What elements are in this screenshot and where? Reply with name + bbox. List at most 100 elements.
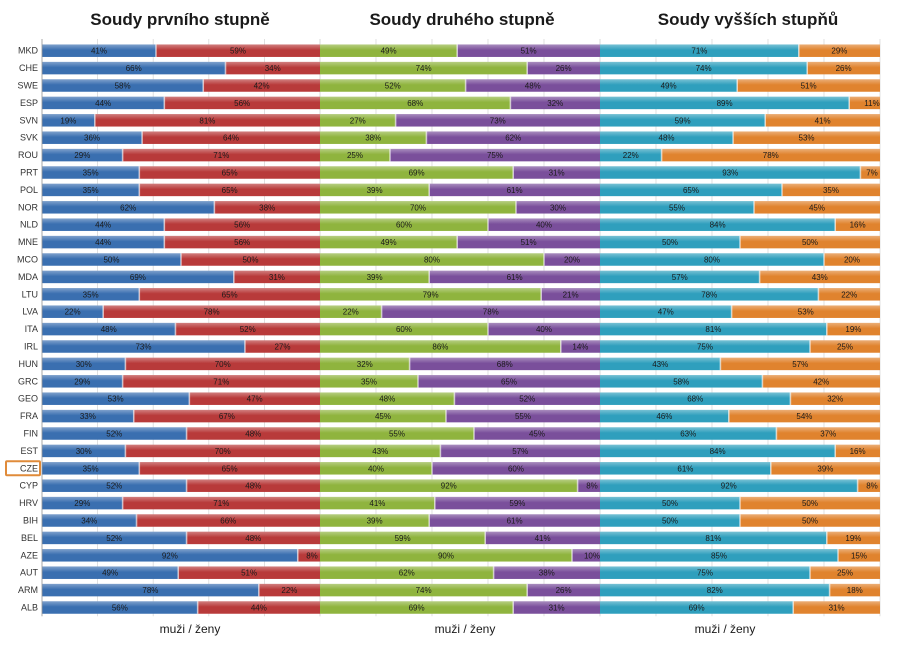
data-label-women: 44% <box>251 604 267 613</box>
data-label-men: 92% <box>162 551 178 560</box>
data-label-men: 60% <box>396 325 412 334</box>
data-label-women: 78% <box>483 308 499 317</box>
data-label-men: 70% <box>410 203 426 212</box>
bar-women <box>122 496 321 510</box>
bar-separator <box>739 496 741 510</box>
bar-separator <box>576 479 579 492</box>
bar-separator <box>417 375 419 388</box>
plot-area: MKD 41% 59% 49% 51% 71% 29% CHE 66% 34% 74% 26% 74% 2… <box>5 39 881 617</box>
bar-men <box>320 357 410 371</box>
bar-men <box>600 218 836 231</box>
category-label: SVN <box>19 115 38 125</box>
data-label-women: 31% <box>549 169 565 178</box>
bar-women <box>740 496 880 510</box>
data-label-women: 22% <box>281 586 297 595</box>
bar-separator <box>121 375 124 388</box>
data-label-women: 14% <box>572 343 588 352</box>
data-label-men: 30% <box>76 447 92 456</box>
bar-men <box>600 253 824 266</box>
category-label: LVA <box>22 307 38 317</box>
data-label-men: 32% <box>357 360 373 369</box>
bar-women <box>516 201 600 214</box>
data-label-men: 27% <box>350 116 366 125</box>
data-label-men: 92% <box>441 482 457 491</box>
bar-women <box>457 235 600 249</box>
bar-separator <box>484 531 486 545</box>
bar-women <box>485 531 600 545</box>
bar-separator <box>464 79 467 92</box>
bar-separator <box>809 340 811 353</box>
bar-men <box>320 201 516 214</box>
bar-women <box>798 44 880 57</box>
bar-men <box>600 531 827 545</box>
bar-men <box>320 166 514 179</box>
bar-women <box>181 253 320 266</box>
bar-men <box>600 148 662 162</box>
category-label: ESP <box>20 98 38 108</box>
data-label-women: 48% <box>525 82 541 91</box>
bar-women <box>829 583 880 597</box>
bar-separator <box>736 79 738 92</box>
bar-separator <box>428 183 430 197</box>
data-label-men: 44% <box>95 221 111 230</box>
bar-men <box>42 44 156 57</box>
bar-men <box>600 409 729 423</box>
data-label-men: 62% <box>399 569 415 578</box>
bar-women <box>807 61 880 75</box>
bar-separator <box>512 601 514 614</box>
data-label-men: 80% <box>704 256 720 265</box>
bar-women <box>740 235 880 249</box>
bar-women <box>661 148 880 162</box>
data-label-women: 62% <box>505 134 521 143</box>
data-label-women: 56% <box>234 221 250 230</box>
category-label: NOR <box>18 202 39 212</box>
bar-separator <box>185 479 188 492</box>
panel-title-first-instance: Soudy prvního stupně <box>90 10 269 29</box>
data-label-women: 48% <box>245 534 261 543</box>
data-label-men: 43% <box>372 447 388 456</box>
highlight-box <box>5 460 41 477</box>
data-label-women: 65% <box>222 169 238 178</box>
data-label-women: 27% <box>274 343 290 352</box>
category-label: MKD <box>18 46 39 56</box>
bar-women <box>465 79 600 92</box>
bar-men <box>320 496 435 510</box>
bar-separator <box>163 218 166 231</box>
bar-separator <box>244 340 246 353</box>
bar-women <box>770 462 880 475</box>
data-label-women: 15% <box>851 551 867 560</box>
data-label-men: 71% <box>691 47 707 56</box>
data-label-men: 84% <box>710 221 726 230</box>
data-label-men: 58% <box>673 377 689 386</box>
bar-women <box>474 427 600 440</box>
bar-women <box>731 305 880 318</box>
bar-men <box>320 305 382 318</box>
data-label-men: 46% <box>656 412 672 421</box>
category-label: AUT <box>20 568 39 578</box>
data-label-women: 61% <box>507 186 523 195</box>
bar-separator <box>848 96 850 110</box>
bar-women <box>418 375 600 388</box>
data-label-women: 71% <box>213 151 229 160</box>
bar-women <box>759 270 880 284</box>
data-label-men: 50% <box>662 517 678 526</box>
data-label-women: 66% <box>220 517 236 526</box>
data-label-men: 38% <box>365 134 381 143</box>
data-label-men: 82% <box>707 586 723 595</box>
bar-separator <box>389 148 391 162</box>
bar-women <box>860 166 880 179</box>
data-label-men: 52% <box>106 430 122 439</box>
bar-women <box>826 322 880 336</box>
bar-women <box>527 583 600 597</box>
bar-women <box>740 514 880 527</box>
bar-men <box>42 253 181 266</box>
bar-separator <box>445 409 447 423</box>
bar-men <box>42 183 140 197</box>
bar-women <box>513 166 600 179</box>
data-label-men: 50% <box>103 256 119 265</box>
bar-women <box>136 514 320 527</box>
bar-women <box>733 131 880 144</box>
bar-women <box>186 479 320 492</box>
data-label-men: 48% <box>379 395 395 404</box>
